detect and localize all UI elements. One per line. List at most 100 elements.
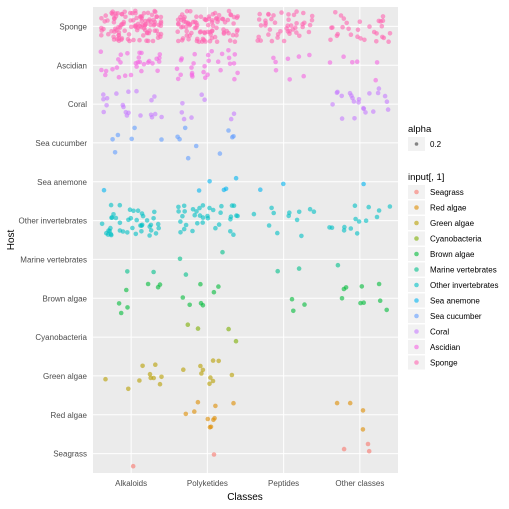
data-point bbox=[126, 89, 131, 94]
data-point bbox=[212, 415, 217, 421]
data-point bbox=[348, 226, 354, 231]
data-point bbox=[179, 110, 185, 115]
data-point bbox=[218, 67, 223, 73]
data-point bbox=[119, 12, 125, 17]
data-point bbox=[367, 24, 372, 29]
data-point bbox=[188, 9, 193, 14]
data-point bbox=[128, 24, 134, 30]
data-point bbox=[205, 52, 211, 58]
data-point bbox=[296, 209, 302, 215]
data-point bbox=[156, 59, 162, 64]
data-point bbox=[150, 38, 156, 44]
data-point bbox=[99, 67, 104, 73]
data-point bbox=[117, 202, 123, 208]
data-point bbox=[375, 90, 381, 96]
data-point bbox=[143, 22, 148, 28]
legend-label: Red algae bbox=[430, 204, 467, 213]
data-point bbox=[128, 10, 133, 16]
legend-label: Marine vertebrates bbox=[430, 266, 497, 275]
data-point bbox=[272, 20, 278, 26]
data-point bbox=[363, 110, 368, 115]
data-point bbox=[174, 66, 180, 72]
data-point bbox=[198, 363, 203, 369]
data-point bbox=[380, 34, 385, 40]
data-point bbox=[271, 55, 276, 61]
data-point bbox=[335, 262, 341, 268]
data-point bbox=[112, 16, 117, 22]
data-point bbox=[231, 61, 237, 66]
data-point bbox=[189, 65, 194, 70]
data-point bbox=[179, 12, 185, 17]
data-point bbox=[291, 12, 297, 18]
data-point bbox=[150, 61, 155, 66]
data-point bbox=[116, 74, 122, 80]
data-point bbox=[275, 35, 280, 40]
data-point bbox=[226, 55, 232, 61]
data-point bbox=[114, 91, 119, 96]
data-point bbox=[307, 22, 313, 28]
data-point bbox=[214, 25, 219, 31]
data-point bbox=[220, 249, 225, 255]
data-point bbox=[194, 209, 199, 214]
data-point bbox=[176, 209, 181, 214]
data-point bbox=[199, 92, 204, 97]
data-point bbox=[286, 213, 292, 219]
data-point bbox=[269, 38, 275, 44]
data-point bbox=[115, 11, 120, 16]
data-point bbox=[232, 76, 237, 82]
data-point bbox=[296, 266, 302, 271]
data-point bbox=[234, 29, 240, 34]
data-point bbox=[195, 221, 200, 226]
data-point bbox=[195, 399, 201, 405]
data-point bbox=[226, 326, 231, 332]
data-point bbox=[181, 16, 186, 22]
data-point bbox=[213, 16, 219, 21]
x-tick-label: Alkaloids bbox=[115, 479, 147, 488]
y-tick-label: Other invertebrates bbox=[19, 217, 87, 226]
data-point bbox=[202, 64, 207, 69]
data-point bbox=[327, 225, 332, 230]
data-point bbox=[263, 18, 268, 24]
data-point bbox=[203, 17, 208, 23]
data-point bbox=[376, 18, 382, 24]
data-point bbox=[149, 12, 155, 18]
data-point bbox=[288, 23, 294, 28]
data-point bbox=[214, 39, 220, 44]
data-point bbox=[355, 27, 361, 33]
data-point bbox=[300, 24, 306, 30]
data-point bbox=[271, 210, 277, 216]
data-point bbox=[374, 31, 379, 36]
data-point bbox=[228, 229, 233, 234]
data-point bbox=[213, 225, 218, 231]
data-point bbox=[279, 10, 284, 15]
data-point bbox=[235, 213, 240, 219]
data-point bbox=[382, 93, 388, 99]
x-gridlines bbox=[130, 7, 361, 473]
data-point bbox=[176, 38, 181, 44]
data-point bbox=[307, 206, 313, 212]
data-point bbox=[281, 181, 286, 187]
data-point bbox=[124, 287, 129, 293]
data-point bbox=[139, 211, 145, 216]
data-point bbox=[384, 99, 390, 104]
data-point bbox=[231, 400, 236, 406]
data-point bbox=[123, 14, 128, 20]
data-point bbox=[108, 202, 114, 208]
data-point bbox=[200, 220, 205, 225]
data-point bbox=[110, 67, 115, 72]
data-point bbox=[208, 375, 213, 380]
data-point bbox=[294, 30, 299, 35]
legend-swatch bbox=[414, 189, 419, 195]
data-point bbox=[195, 326, 201, 331]
data-point bbox=[384, 307, 390, 313]
data-point bbox=[380, 14, 386, 19]
data-point bbox=[176, 21, 181, 26]
data-point bbox=[126, 386, 131, 392]
data-point bbox=[361, 105, 366, 111]
data-point bbox=[181, 367, 186, 373]
data-point bbox=[258, 38, 264, 43]
data-point bbox=[339, 296, 345, 301]
data-point bbox=[287, 77, 293, 82]
data-point bbox=[118, 60, 123, 65]
legend-label: Cyanobacteria bbox=[430, 235, 482, 244]
